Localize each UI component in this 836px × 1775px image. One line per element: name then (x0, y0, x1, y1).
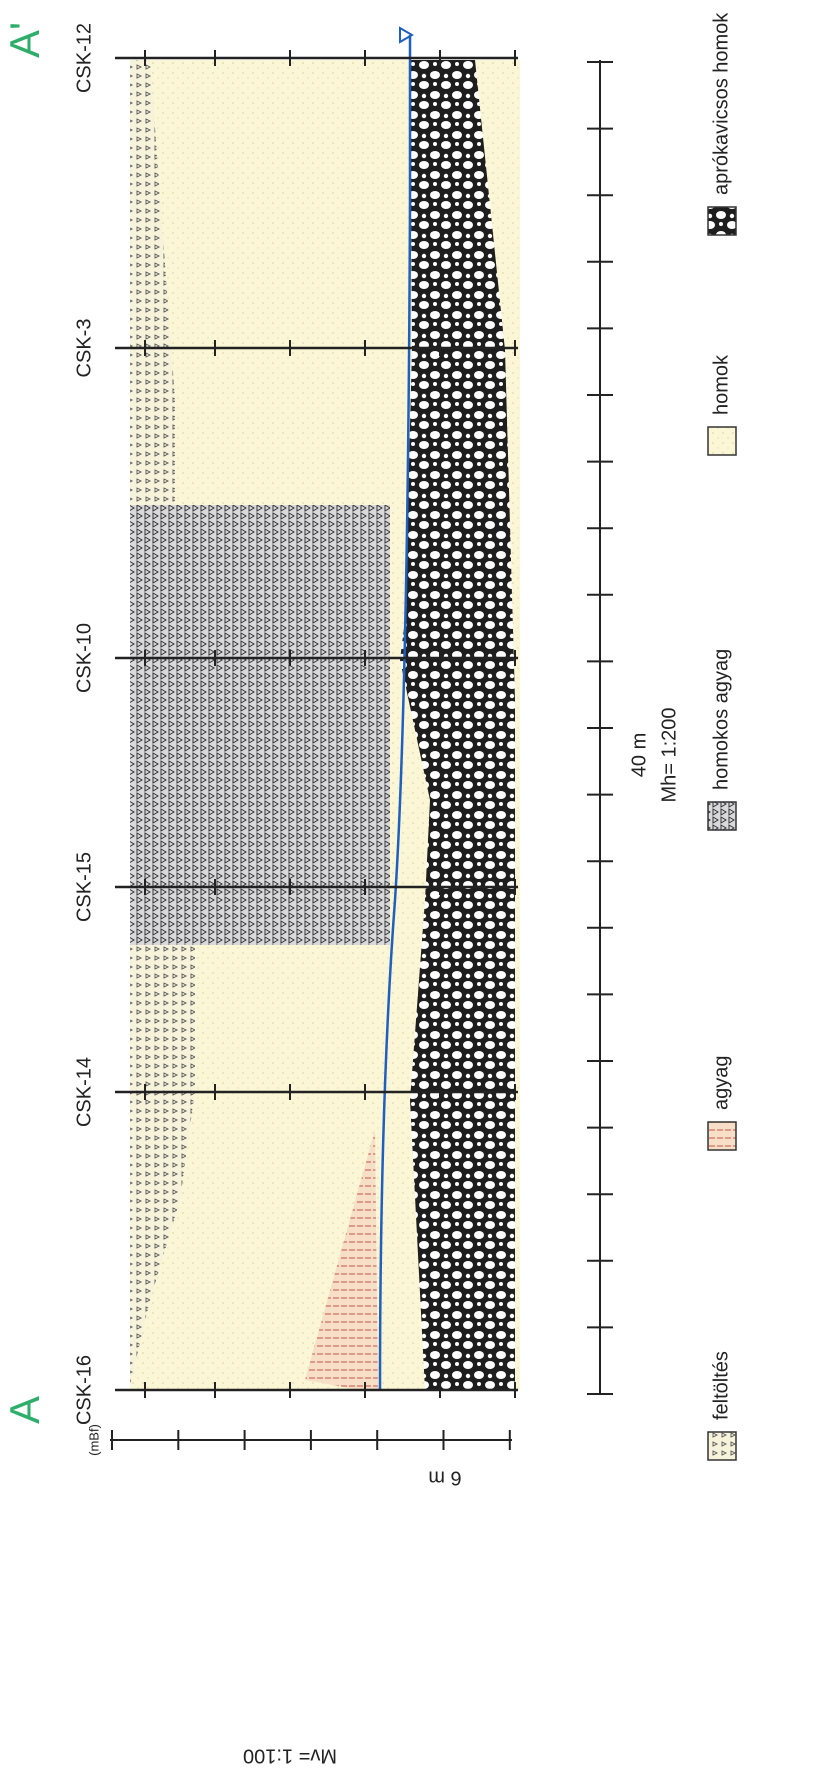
legend-swatch (708, 802, 736, 830)
vertical-ratio: Mv= 1:100 (243, 1745, 337, 1767)
unit: (mBf) (86, 1424, 101, 1456)
section-end: A' (1, 22, 48, 58)
legend-swatch (708, 1432, 736, 1460)
horizontal-length: 40 m (628, 733, 650, 777)
homokos-agyag-layer (130, 505, 390, 945)
legend-label: agyag (710, 1056, 732, 1111)
borehole-label: CSK-12 (73, 23, 95, 93)
layers (130, 28, 520, 1390)
legend-label: homok (710, 354, 732, 415)
borehole-label: CSK-16 (73, 1355, 95, 1425)
legend-label: feltöltés (710, 1351, 732, 1420)
legend-label: aprókavicsos homok (710, 12, 732, 195)
vertical-length: 6 m (428, 1467, 461, 1489)
legend-label: homokos agyag (710, 649, 732, 790)
borehole-label: CSK-10 (73, 623, 95, 693)
cross-section: CSK-16 CSK-14 CSK-15 CSK-10 CSK-3 CSK-12 A A'… (0, 0, 836, 1775)
legend: feltöltés agyag homokos agyag homok aprókavi… (708, 12, 736, 1460)
borehole-label: CSK-14 (73, 1057, 95, 1127)
section-start: A (1, 1396, 48, 1424)
borehole-label: CSK-3 (73, 319, 95, 378)
legend-swatch (708, 1122, 736, 1150)
borehole-label: CSK-15 (73, 852, 95, 922)
legend-swatch (708, 207, 736, 235)
legend-swatch (708, 427, 736, 455)
horizontal-ratio: Mh= 1:200 (658, 707, 680, 802)
